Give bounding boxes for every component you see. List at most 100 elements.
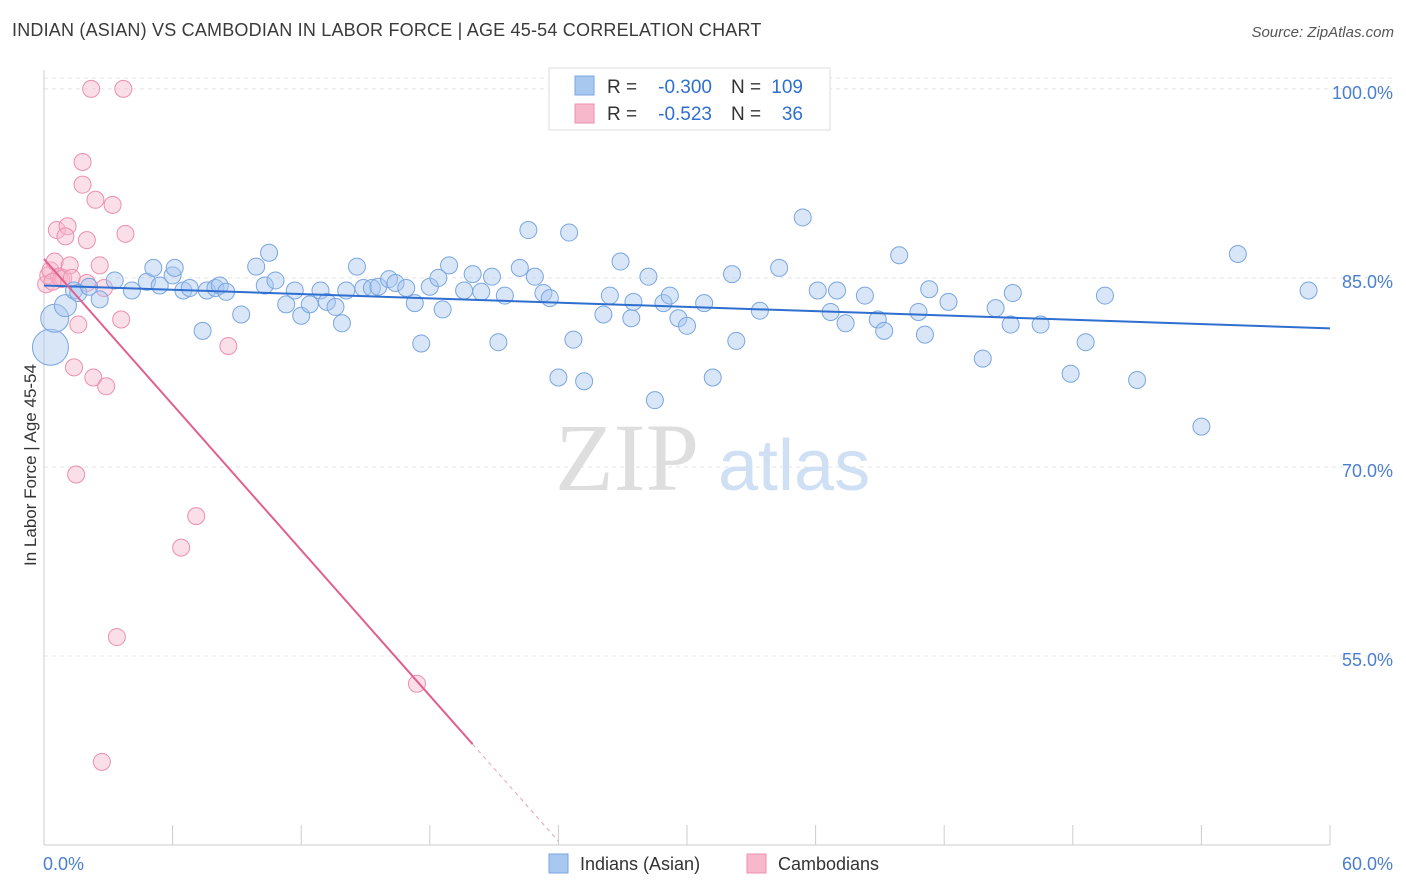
y-tick-labels: 100.0% 85.0% 70.0% 55.0% — [1332, 83, 1393, 670]
indian-point — [489, 333, 508, 352]
bottom-legend-label-cambodian: Cambodians — [778, 854, 879, 874]
cambodian-point — [84, 368, 103, 387]
indian-point — [1003, 284, 1022, 303]
indian-point — [920, 280, 939, 299]
indian-point — [770, 258, 789, 277]
indian-point — [750, 301, 769, 320]
indian-points — [31, 208, 1318, 436]
cambodian-point — [56, 227, 75, 246]
indian-point — [600, 286, 619, 305]
y-axis-title: In Labor Force | Age 45-54 — [21, 364, 40, 566]
indian-point — [440, 256, 459, 275]
cambodian-point — [92, 752, 111, 771]
indian-point — [347, 257, 366, 276]
cambodian-point — [73, 175, 92, 194]
indian-point — [105, 271, 124, 290]
indian-point — [300, 295, 319, 314]
cambodian-point — [86, 190, 105, 209]
cambodian-point — [45, 252, 64, 271]
indian-point — [1076, 333, 1095, 352]
cambodian-point — [103, 195, 122, 214]
cambodian-point — [69, 315, 88, 334]
indian-point — [973, 349, 992, 368]
watermark: ZIP atlas — [555, 404, 870, 511]
indian-point — [828, 281, 847, 300]
indian-point — [1001, 315, 1020, 334]
cambodian-point — [172, 538, 191, 557]
indian-point — [915, 325, 934, 344]
indian-point — [525, 267, 544, 286]
legend-swatch-cambodian — [574, 103, 595, 124]
indian-point — [939, 292, 958, 311]
indian-point — [540, 289, 559, 308]
indian-point — [163, 266, 182, 285]
cambodian-point — [73, 152, 92, 171]
indian-point — [624, 292, 643, 311]
indian-point — [332, 314, 351, 333]
cambodian-point — [107, 628, 126, 647]
cambodian-point — [116, 224, 135, 243]
legend-n-value-1: 109 — [771, 77, 803, 98]
indian-point — [463, 265, 482, 284]
cambodian-trendline — [43, 258, 474, 745]
bottom-legend-swatch-cambodian — [746, 853, 767, 874]
indian-point — [611, 252, 630, 271]
indian-point — [1299, 281, 1318, 300]
bottom-legend: Indians (Asian) Cambodians — [548, 853, 879, 874]
indian-point — [472, 282, 491, 301]
indian-point — [660, 286, 679, 305]
indian-point — [986, 299, 1005, 318]
indian-point — [727, 331, 746, 350]
cambodian-point — [187, 507, 206, 526]
cambodian-point — [114, 79, 133, 98]
indian-point — [317, 292, 336, 311]
indian-trendline — [43, 284, 1331, 330]
indian-point — [122, 281, 141, 300]
indian-point — [1192, 417, 1211, 436]
indian-point — [326, 297, 345, 316]
legend-r-value-1: -0.300 — [658, 77, 712, 98]
cambodian-point — [219, 336, 238, 355]
indian-point — [433, 300, 452, 319]
indian-point — [1228, 244, 1247, 263]
indian-point — [654, 294, 673, 313]
indian-point — [369, 277, 388, 296]
indian-point — [836, 314, 855, 333]
x-tick-label-min: 0.0% — [43, 854, 84, 874]
cambodian-point — [112, 310, 131, 329]
indian-point — [793, 208, 812, 227]
indian-point — [645, 391, 664, 410]
y-tick-label: 55.0% — [1342, 650, 1393, 670]
legend-r-label-1: R = — [607, 77, 637, 98]
indian-point — [723, 265, 742, 284]
indian-point — [277, 295, 296, 314]
indian-point — [210, 276, 229, 295]
indian-point — [594, 305, 613, 324]
indian-point — [622, 309, 641, 328]
cambodian-point — [90, 256, 109, 275]
legend-n-value-2: 36 — [782, 104, 803, 125]
cambodian-point — [82, 79, 101, 98]
indian-point — [639, 267, 658, 286]
indian-point — [232, 305, 251, 324]
indian-point — [549, 368, 568, 387]
watermark-atlas: atlas — [718, 426, 870, 506]
indian-point — [412, 334, 431, 353]
cambodian-point — [67, 465, 86, 484]
bottom-legend-label-indian: Indians (Asian) — [580, 854, 700, 874]
bottom-legend-swatch-indian — [548, 853, 569, 874]
cambodian-points — [37, 79, 426, 771]
y-tick-label: 85.0% — [1342, 272, 1393, 292]
indian-point — [144, 258, 163, 277]
axes — [43, 70, 1331, 846]
legend-r-value-2: -0.523 — [658, 104, 712, 125]
indian-point — [260, 243, 279, 262]
indian-point — [429, 268, 448, 287]
indian-point — [519, 221, 538, 240]
y-tick-label: 100.0% — [1332, 83, 1393, 103]
chart-title: INDIAN (ASIAN) VS CAMBODIAN IN LABOR FOR… — [12, 20, 762, 40]
legend-r-label-2: R = — [607, 104, 637, 125]
legend-swatch-indian — [574, 75, 595, 96]
indian-point — [69, 284, 88, 303]
indian-point — [53, 294, 77, 318]
